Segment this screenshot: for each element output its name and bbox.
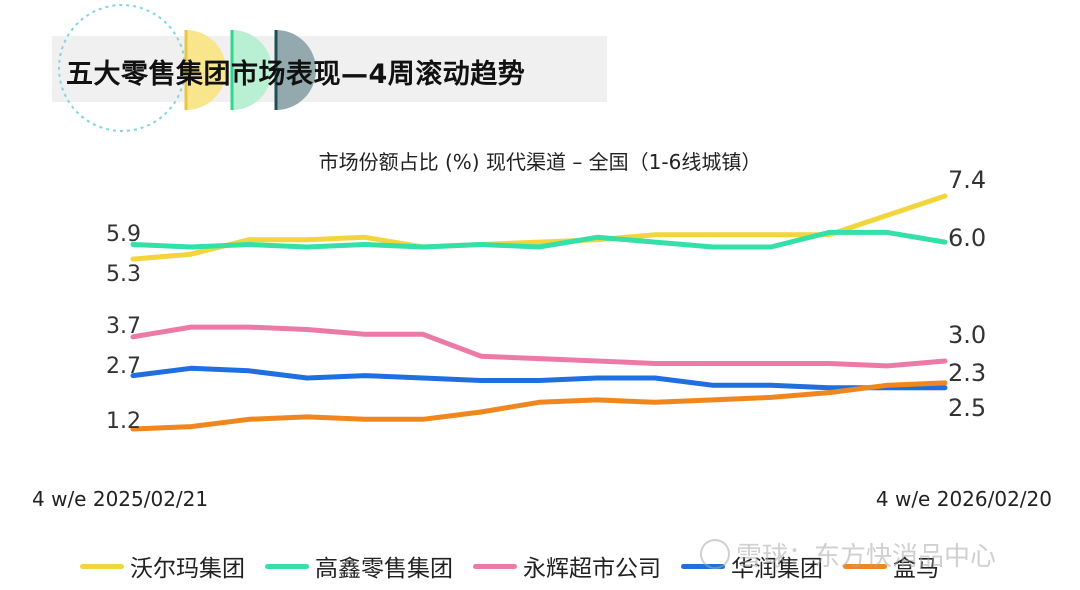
legend-item-series-2: 永辉超市公司 (473, 549, 661, 583)
legend-item-series-4: 盒马 (843, 549, 939, 583)
legend-swatch (843, 563, 887, 569)
chart-legend: 沃尔玛集团 高鑫零售集团 永辉超市公司 华润集团 盒马 (80, 548, 959, 584)
series-0-end-label: 7.4 (948, 166, 986, 194)
chart-subtitle: 市场份额占比 (%) 现代渠道 – 全国（1-6线城镇） (318, 150, 762, 174)
series-2-end-label: 3.0 (948, 321, 986, 349)
legend-swatch (681, 563, 725, 569)
series-1-start-label: 5.9 (106, 222, 141, 247)
legend-label: 盒马 (893, 556, 939, 582)
series-3-end-label: 2.3 (948, 359, 986, 387)
x-end-label: 4 w/e 2026/02/20 (875, 487, 1052, 511)
series-3-line (130, 365, 948, 391)
legend-label: 沃尔玛集团 (130, 556, 245, 582)
series-2-start-label: 3.7 (106, 314, 141, 339)
legend-item-series-0: 沃尔玛集团 (80, 549, 245, 583)
series-2-line (130, 324, 948, 369)
series-0-line (130, 193, 948, 262)
page-title: 五大零售集团市场表现—4周滚动趋势 (66, 59, 526, 90)
series-1-end-label: 6.0 (948, 224, 986, 252)
series-0-start-label: 5.3 (106, 262, 141, 287)
x-start-label: 4 w/e 2025/02/21 (32, 487, 209, 511)
series-3-start-label: 2.7 (106, 354, 141, 379)
legend-item-series-3: 华润集团 (681, 549, 823, 583)
legend-label: 华润集团 (731, 556, 823, 582)
legend-swatch (473, 563, 517, 569)
legend-swatch (80, 563, 124, 569)
series-4-start-label: 1.2 (106, 409, 141, 434)
legend-swatch (265, 563, 309, 569)
legend-label: 高鑫零售集团 (315, 556, 453, 582)
series-4-end-label: 2.5 (948, 394, 986, 422)
legend-label: 永辉超市公司 (523, 556, 661, 582)
legend-item-series-1: 高鑫零售集团 (265, 549, 453, 583)
